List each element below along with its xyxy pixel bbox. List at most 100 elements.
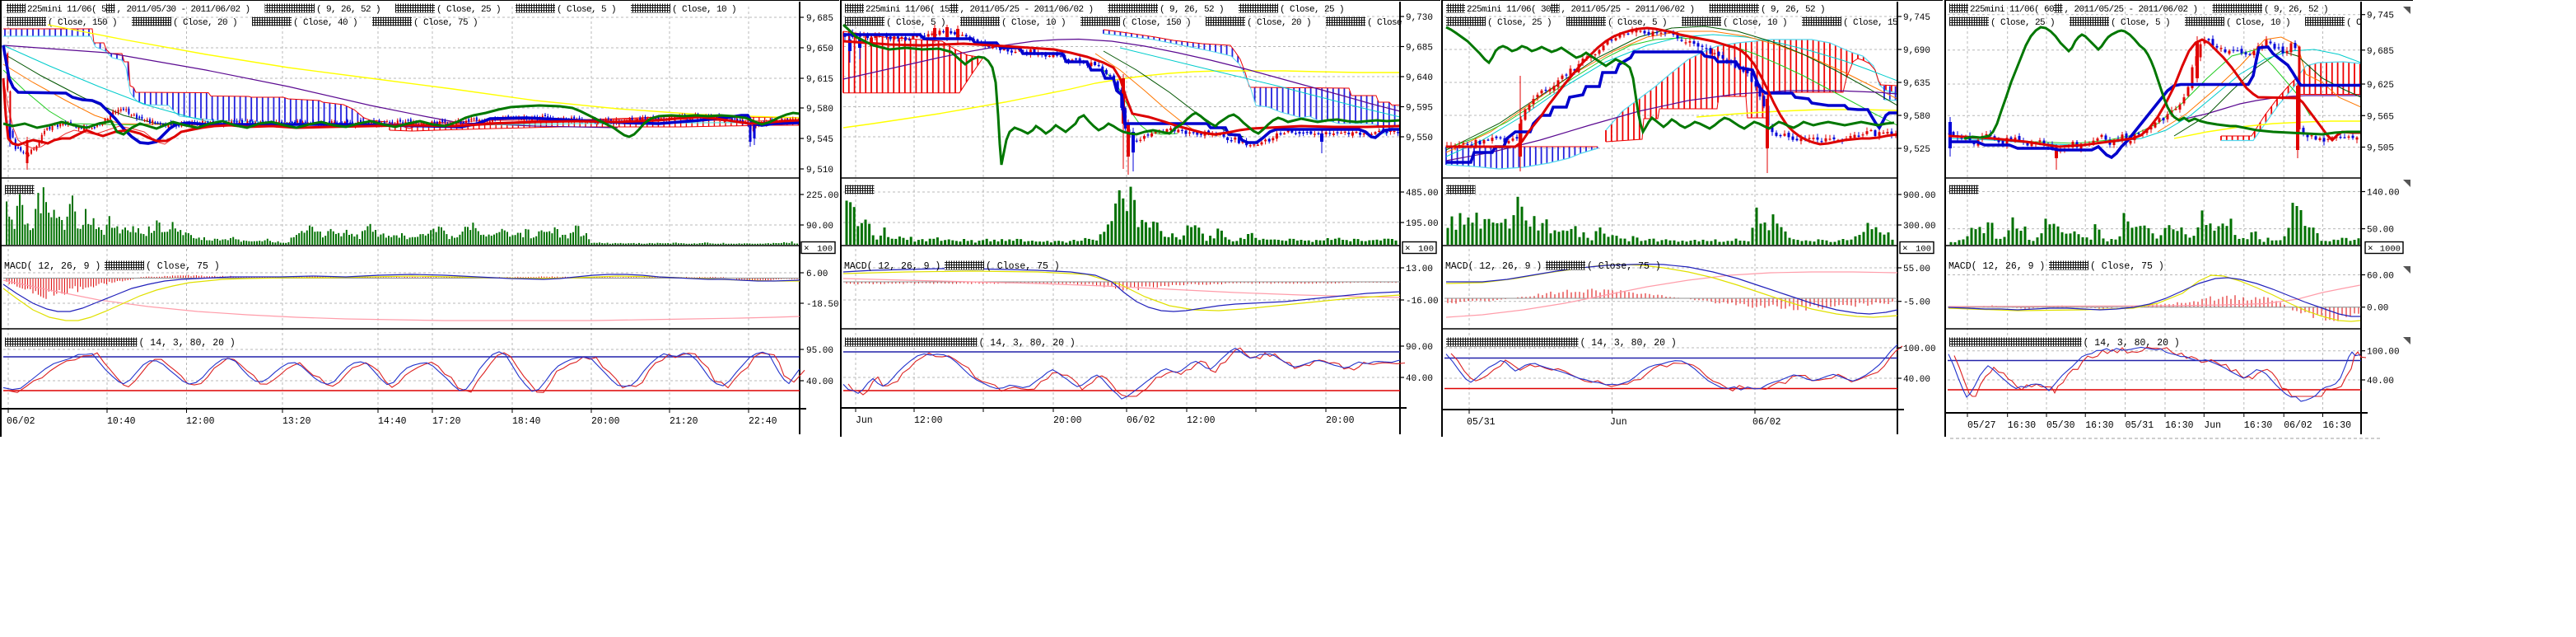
svg-text:06/02: 06/02	[1752, 417, 1781, 428]
svg-text:9,505: 9,505	[2367, 144, 2394, 154]
svg-text:( Close, 10 ): ( Close, 10 )	[1723, 18, 1787, 28]
svg-text:16:30: 16:30	[2323, 420, 2352, 431]
svg-text:100: 100	[1418, 245, 1434, 255]
svg-text:( 9, 26, 52 ): ( 9, 26, 52 )	[1761, 5, 1825, 15]
svg-text:50.00: 50.00	[2367, 226, 2394, 236]
svg-text:14:40: 14:40	[378, 416, 407, 427]
svg-text:-18.50: -18.50	[806, 300, 839, 310]
svg-text:60.00: 60.00	[2367, 272, 2394, 282]
svg-text:Jun: Jun	[1610, 417, 1627, 428]
svg-text:( Close, 75 ): ( Close, 75 )	[146, 261, 220, 272]
svg-text:9,650: 9,650	[806, 44, 833, 54]
svg-text:( Close, 75 ): ( Close, 75 )	[986, 261, 1060, 272]
svg-text:06/02: 06/02	[1127, 415, 1155, 426]
svg-text:×: ×	[804, 245, 810, 255]
svg-text:9,545: 9,545	[806, 135, 833, 145]
svg-text:( Close, 150 ): ( Close, 150 )	[1122, 18, 1191, 28]
svg-text:9,550: 9,550	[1406, 133, 1433, 143]
svg-text:225mini 11/06( 30: 225mini 11/06( 30	[1467, 5, 1551, 15]
svg-text:( 9, 26, 52 ): ( 9, 26, 52 )	[2264, 5, 2328, 15]
svg-text:40.00: 40.00	[2367, 377, 2394, 386]
svg-text:MACD( 12, 26, 9 ): MACD( 12, 26, 9 )	[1445, 261, 1542, 272]
svg-text:9,745: 9,745	[1903, 13, 1930, 23]
svg-text:×: ×	[1405, 245, 1411, 255]
svg-text:MACD( 12, 26, 9 ): MACD( 12, 26, 9 )	[844, 261, 940, 272]
svg-text:, 2011/05/25 - 2011/06/02 ): , 2011/05/25 - 2011/06/02 )	[960, 5, 1094, 15]
svg-text:( Close, 25 ): ( Close, 25 )	[436, 5, 501, 15]
svg-text:( Close, 10 ): ( Close, 10 )	[672, 5, 736, 15]
svg-text:( Close, 75 ): ( Close, 75 )	[413, 18, 478, 28]
svg-text:( 9, 26, 52 ): ( 9, 26, 52 )	[1160, 5, 1224, 15]
svg-text:100.00: 100.00	[1903, 344, 1936, 354]
svg-text:16:30: 16:30	[2008, 420, 2037, 431]
svg-text:( Close, 5 ): ( Close, 5 )	[1608, 18, 1667, 28]
svg-text:300.00: 300.00	[1903, 222, 1936, 232]
svg-text:195.00: 195.00	[1406, 219, 1439, 229]
svg-text:9,745: 9,745	[2367, 12, 2394, 21]
svg-text:( Close, 40 ): ( Close, 40 )	[293, 18, 357, 28]
svg-text:( 14, 3, 80, 20 ): ( 14, 3, 80, 20 )	[2084, 338, 2180, 349]
svg-text:40.00: 40.00	[806, 377, 833, 387]
svg-text:MACD( 12, 26, 9 ): MACD( 12, 26, 9 )	[4, 261, 100, 272]
svg-text:9,625: 9,625	[2367, 81, 2394, 91]
svg-text:225mini 11/06( 5: 225mini 11/06( 5	[27, 5, 106, 15]
svg-text:( C: ( C	[2346, 18, 2362, 28]
svg-text:9,690: 9,690	[1903, 46, 1930, 56]
svg-text:, 2011/05/25 - 2011/06/02 ): , 2011/05/25 - 2011/06/02 )	[1561, 5, 1695, 15]
svg-text:( Close, 5 ): ( Close, 5 )	[886, 18, 945, 28]
svg-text:9,580: 9,580	[1903, 112, 1930, 122]
svg-text:100: 100	[1916, 245, 1931, 255]
svg-text:9,525: 9,525	[1903, 145, 1930, 155]
svg-text:05/30: 05/30	[2046, 420, 2075, 431]
svg-text:( 14, 3, 80, 20 ): ( 14, 3, 80, 20 )	[979, 338, 1076, 349]
svg-text:22:40: 22:40	[749, 416, 777, 427]
svg-text:12:00: 12:00	[186, 416, 215, 427]
svg-text:13:20: 13:20	[282, 416, 311, 427]
svg-text:9,615: 9,615	[806, 75, 833, 85]
svg-text:12:00: 12:00	[1187, 415, 1216, 426]
svg-text:9,685: 9,685	[1406, 44, 1433, 54]
svg-text:( Close, 10 ): ( Close, 10 )	[2226, 18, 2290, 28]
svg-text:12:00: 12:00	[914, 415, 943, 426]
svg-text:10:40: 10:40	[107, 416, 136, 427]
svg-text:-5.00: -5.00	[1903, 298, 1930, 308]
svg-text:( Close, 75 ): ( Close, 75 )	[1587, 261, 1661, 272]
svg-text:( Close: ( Close	[1367, 18, 1402, 28]
svg-text:1000: 1000	[2380, 245, 2401, 255]
svg-text:9,640: 9,640	[1406, 73, 1433, 83]
svg-text:9,685: 9,685	[2367, 47, 2394, 57]
svg-text:( Close, 150 ): ( Close, 150 )	[48, 18, 117, 28]
svg-text:06/02: 06/02	[7, 416, 35, 427]
svg-text:( 9, 26, 52 ): ( 9, 26, 52 )	[316, 5, 380, 15]
svg-text:16:30: 16:30	[2085, 420, 2114, 431]
svg-text:95.00: 95.00	[806, 346, 833, 356]
svg-text:0.00: 0.00	[2367, 304, 2388, 314]
svg-text:( Close, 5 ): ( Close, 5 )	[2111, 18, 2170, 28]
svg-text:9,565: 9,565	[2367, 112, 2394, 122]
svg-text:16:30: 16:30	[2165, 420, 2194, 431]
svg-text:9,580: 9,580	[806, 105, 833, 115]
svg-text:40.00: 40.00	[1903, 375, 1930, 385]
svg-text:17:20: 17:20	[432, 416, 461, 427]
svg-text:9,510: 9,510	[806, 166, 833, 176]
svg-text:140.00: 140.00	[2367, 189, 2400, 199]
svg-text:( 14, 3, 80, 20 ): ( 14, 3, 80, 20 )	[139, 338, 236, 349]
svg-text:, 2011/05/25 - 2011/06/02 ): , 2011/05/25 - 2011/06/02 )	[2065, 5, 2198, 15]
svg-text:225.00: 225.00	[806, 191, 839, 201]
svg-text:MACD( 12, 26, 9 ): MACD( 12, 26, 9 )	[1948, 261, 2045, 272]
svg-text:90.00: 90.00	[1406, 343, 1433, 353]
svg-text:9,635: 9,635	[1903, 79, 1930, 89]
svg-text:20:00: 20:00	[1053, 415, 1082, 426]
svg-text:225mini 11/06( 60: 225mini 11/06( 60	[1970, 5, 2054, 15]
svg-text:( Close, 20 ): ( Close, 20 )	[173, 18, 237, 28]
svg-text:55.00: 55.00	[1903, 265, 1930, 274]
svg-text:20:00: 20:00	[1326, 415, 1355, 426]
svg-text:( 14, 3, 80, 20 ): ( 14, 3, 80, 20 )	[1580, 338, 1677, 349]
svg-text:Jun: Jun	[856, 415, 873, 426]
svg-text:900.00: 900.00	[1903, 191, 1936, 201]
svg-text:( Close, 75 ): ( Close, 75 )	[2090, 261, 2164, 272]
svg-text:05/31: 05/31	[1467, 417, 1496, 428]
svg-text:485.00: 485.00	[1406, 189, 1439, 199]
svg-text:40.00: 40.00	[1406, 374, 1433, 384]
svg-text:9,685: 9,685	[806, 14, 833, 24]
